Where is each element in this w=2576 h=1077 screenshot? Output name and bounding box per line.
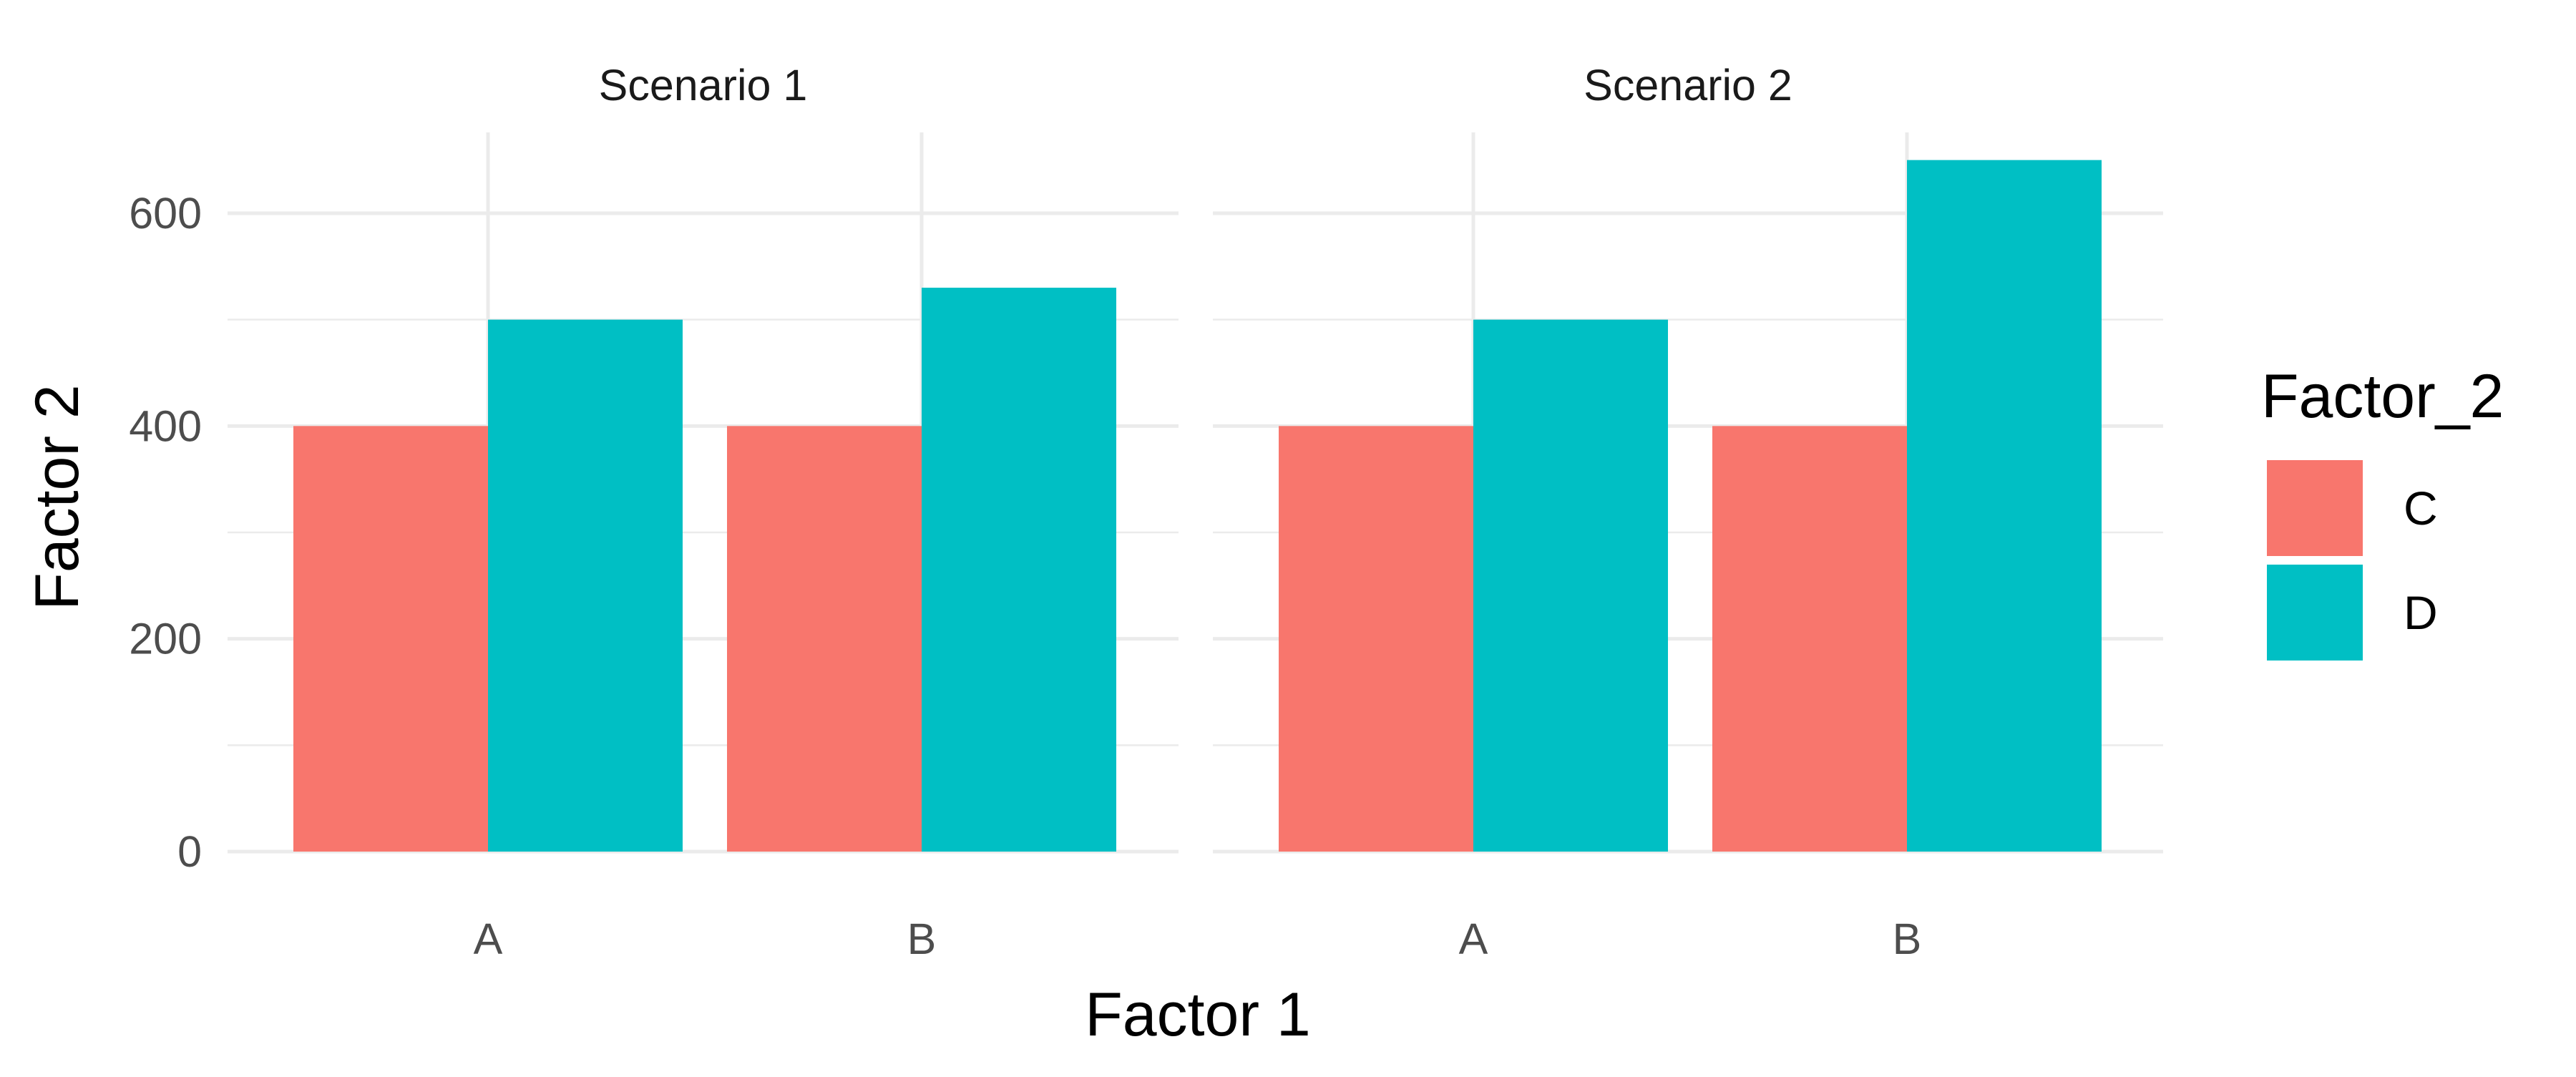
x-tick-label: A [474, 915, 503, 963]
x-tick-label: B [1893, 915, 1922, 963]
legend-title: Factor_2 [2261, 362, 2504, 431]
panels-layer: A B Scenario 1 A B Scenario 2 [228, 61, 2163, 963]
y-tick-label: 0 [177, 827, 202, 876]
y-tick-label: 600 [129, 189, 202, 238]
bar-scenario-1-b-c [727, 426, 922, 852]
x-axis-title: Factor 1 [1085, 980, 1310, 1049]
bar-scenario-2-b-c [1712, 426, 1907, 852]
bar-scenario-1-a-d [488, 319, 683, 852]
bar-scenario-1-b-d [922, 288, 1116, 852]
legend-key-c [2267, 460, 2363, 556]
facet-strip-label: Scenario 1 [599, 61, 808, 109]
y-axis-title: Factor 2 [23, 384, 92, 610]
legend: Factor_2 CD [2261, 362, 2504, 661]
x-tick-label: A [1459, 915, 1488, 963]
y-tick-label: 400 [129, 401, 202, 450]
bar-scenario-1-a-c [293, 426, 488, 852]
x-tick-label: B [907, 915, 937, 963]
y-tick-label: 200 [129, 615, 202, 663]
bar-scenario-2-a-d [1473, 319, 1668, 852]
legend-label-c: C [2404, 482, 2438, 535]
legend-label-d: D [2404, 586, 2438, 639]
legend-key-d [2267, 565, 2363, 661]
facet-panel-2: A B Scenario 2 [1213, 61, 2163, 963]
bar-scenario-2-b-d [1907, 160, 2102, 852]
facet-strip-label: Scenario 2 [1584, 61, 1792, 109]
facet-panel-1: A B Scenario 1 [228, 61, 1179, 963]
bar-scenario-2-a-c [1279, 426, 1473, 852]
y-axis: 0 200 400 600 [129, 189, 202, 876]
